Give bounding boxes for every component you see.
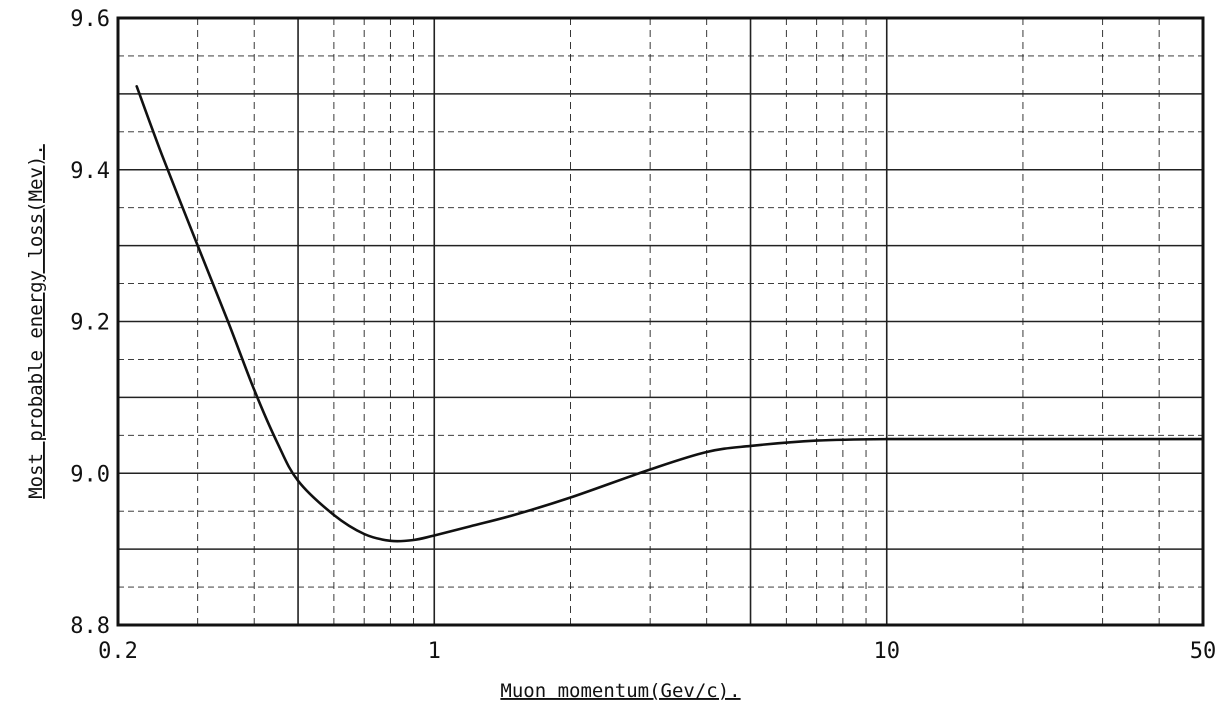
y-tick-label: 9.0: [70, 462, 110, 487]
x-tick-label: 50: [1190, 639, 1217, 664]
y-tick-label: 9.6: [70, 7, 110, 32]
x-axis-label: Muon momentum(Gev/c).: [500, 680, 740, 702]
y-axis-label: Most probable energy loss(Mev).: [25, 144, 47, 499]
x-tick-label: 0.2: [98, 639, 138, 664]
plot-frame: [116, 16, 1205, 627]
x-tick-label: 10: [873, 639, 900, 664]
y-tick-label: 9.2: [70, 311, 110, 336]
grid: [118, 18, 1203, 625]
y-tick-label: 8.8: [70, 614, 110, 639]
series-line-energy-loss: [135, 85, 1205, 543]
tick-labels: 0.2 1 10 50 8.8 9.0 9.2 9.4 9.6: [70, 7, 1216, 664]
x-tick-label: 1: [428, 639, 441, 664]
y-tick-label: 9.4: [70, 159, 110, 184]
